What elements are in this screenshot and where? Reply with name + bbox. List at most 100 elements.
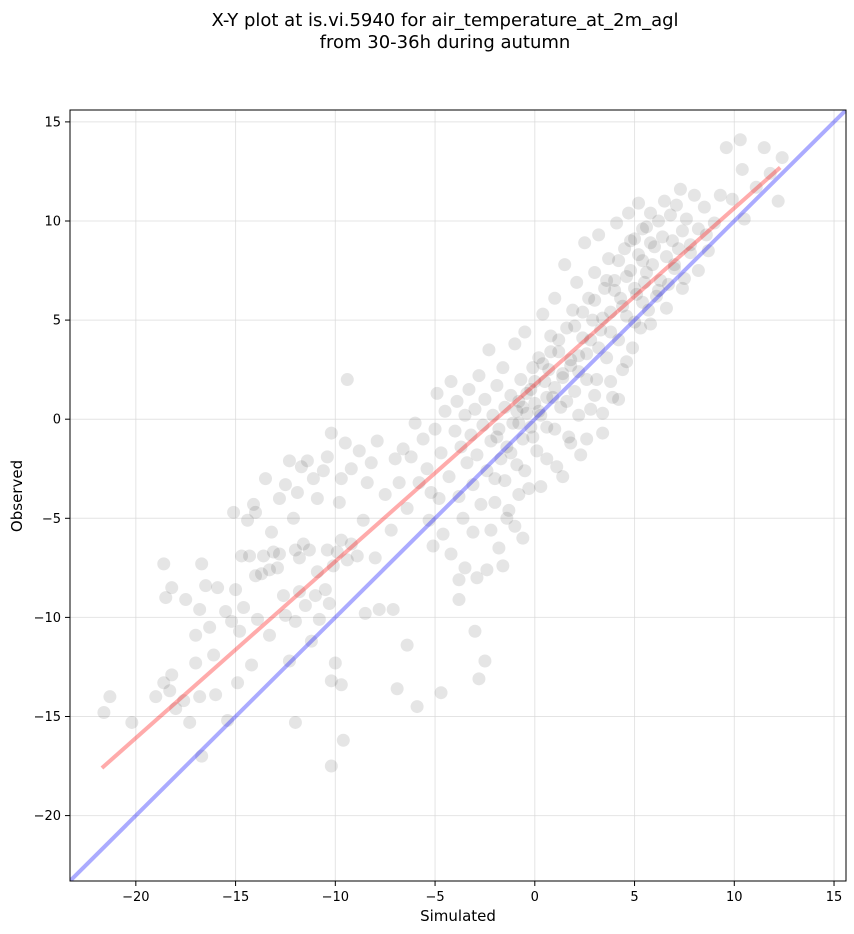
data-point-38 <box>266 545 280 559</box>
data-point-31 <box>233 624 247 638</box>
data-point-100 <box>302 543 316 557</box>
data-point-149 <box>484 434 498 448</box>
data-point-223 <box>632 196 646 210</box>
data-point-78 <box>344 462 358 476</box>
data-point-89 <box>400 501 414 515</box>
data-point-10 <box>189 656 203 670</box>
y-tick-label-2: −10 <box>34 611 61 626</box>
data-point-68 <box>294 460 308 474</box>
data-point-144 <box>474 497 488 511</box>
data-point-256 <box>725 192 739 206</box>
x-tick-label-5: 5 <box>630 890 638 905</box>
data-point-270 <box>532 404 546 418</box>
chart-title: X-Y plot at is.vi.5940 for air_temperatu… <box>211 10 678 53</box>
data-point-177 <box>540 420 554 434</box>
data-point-342 <box>426 539 440 553</box>
data-point-151 <box>488 472 502 486</box>
data-point-344 <box>436 527 450 541</box>
data-point-266 <box>516 400 530 414</box>
data-point-219 <box>624 264 638 278</box>
data-point-16 <box>245 658 259 672</box>
data-point-181 <box>548 291 562 305</box>
data-point-196 <box>578 236 592 250</box>
data-point-224 <box>634 321 648 335</box>
data-point-210 <box>606 390 620 404</box>
data-point-159 <box>504 388 518 402</box>
data-point-285 <box>592 341 606 355</box>
data-point-92 <box>340 373 354 387</box>
data-point-320 <box>651 283 665 297</box>
data-point-124 <box>424 486 438 500</box>
data-point-292 <box>620 269 634 283</box>
data-point-71 <box>310 491 324 505</box>
data-point-4 <box>157 676 171 690</box>
data-point-164 <box>514 373 528 387</box>
data-point-67 <box>290 486 304 500</box>
data-point-236 <box>657 194 671 208</box>
data-point-121 <box>412 476 426 490</box>
x-tick-label-7: 15 <box>826 890 843 905</box>
data-point-44 <box>298 599 312 613</box>
data-point-290 <box>612 254 626 268</box>
data-point-146 <box>478 392 492 406</box>
data-point-331 <box>496 559 510 573</box>
data-point-115 <box>410 700 424 714</box>
data-point-42 <box>288 614 302 628</box>
data-point-238 <box>661 277 675 291</box>
data-point-83 <box>370 434 384 448</box>
data-point-110 <box>368 551 382 565</box>
data-point-221 <box>628 232 642 246</box>
data-point-136 <box>458 408 472 422</box>
data-point-87 <box>392 476 406 490</box>
data-point-123 <box>420 462 434 476</box>
data-point-169 <box>524 382 538 396</box>
data-point-3 <box>149 690 163 704</box>
data-point-318 <box>636 295 650 309</box>
data-point-72 <box>316 464 330 478</box>
data-point-304 <box>526 430 540 444</box>
data-point-308 <box>556 470 570 484</box>
data-point-22 <box>193 602 207 616</box>
data-point-217 <box>620 309 634 323</box>
data-point-122 <box>416 432 430 446</box>
data-point-5 <box>163 684 177 698</box>
data-point-167 <box>520 406 534 420</box>
data-point-259 <box>737 212 751 226</box>
data-point-241 <box>667 262 681 276</box>
data-point-336 <box>444 547 458 561</box>
data-point-59 <box>249 505 263 519</box>
data-point-305 <box>534 480 548 494</box>
chart-title-line-1: X-Y plot at is.vi.5940 for air_temperatu… <box>211 10 678 31</box>
data-point-250 <box>691 222 705 236</box>
data-point-237 <box>659 250 673 264</box>
data-point-90 <box>404 450 418 464</box>
data-point-147 <box>480 464 494 478</box>
data-point-162 <box>510 458 524 472</box>
y-tick-label-1: −15 <box>34 710 61 725</box>
data-point-77 <box>338 436 352 450</box>
data-point-202 <box>590 373 604 387</box>
data-point-226 <box>638 275 652 289</box>
data-point-309 <box>564 436 578 450</box>
data-point-75 <box>332 495 346 509</box>
data-point-283 <box>584 333 598 347</box>
data-point-337 <box>452 573 466 587</box>
data-point-55 <box>324 759 338 773</box>
data-point-132 <box>450 394 464 408</box>
identity-line <box>70 110 846 881</box>
data-point-39 <box>270 561 284 575</box>
data-point-247 <box>679 212 693 226</box>
data-point-51 <box>328 656 342 670</box>
data-point-329 <box>488 495 502 509</box>
data-point-338 <box>458 561 472 575</box>
data-point-316 <box>620 355 634 369</box>
data-point-80 <box>356 513 370 527</box>
data-point-278 <box>564 359 578 373</box>
data-point-314 <box>604 375 618 389</box>
data-point-339 <box>466 525 480 539</box>
data-point-14 <box>221 713 235 727</box>
data-point-88 <box>396 442 410 456</box>
data-point-231 <box>647 240 661 254</box>
data-point-118 <box>472 672 486 686</box>
data-point-2 <box>125 715 139 729</box>
